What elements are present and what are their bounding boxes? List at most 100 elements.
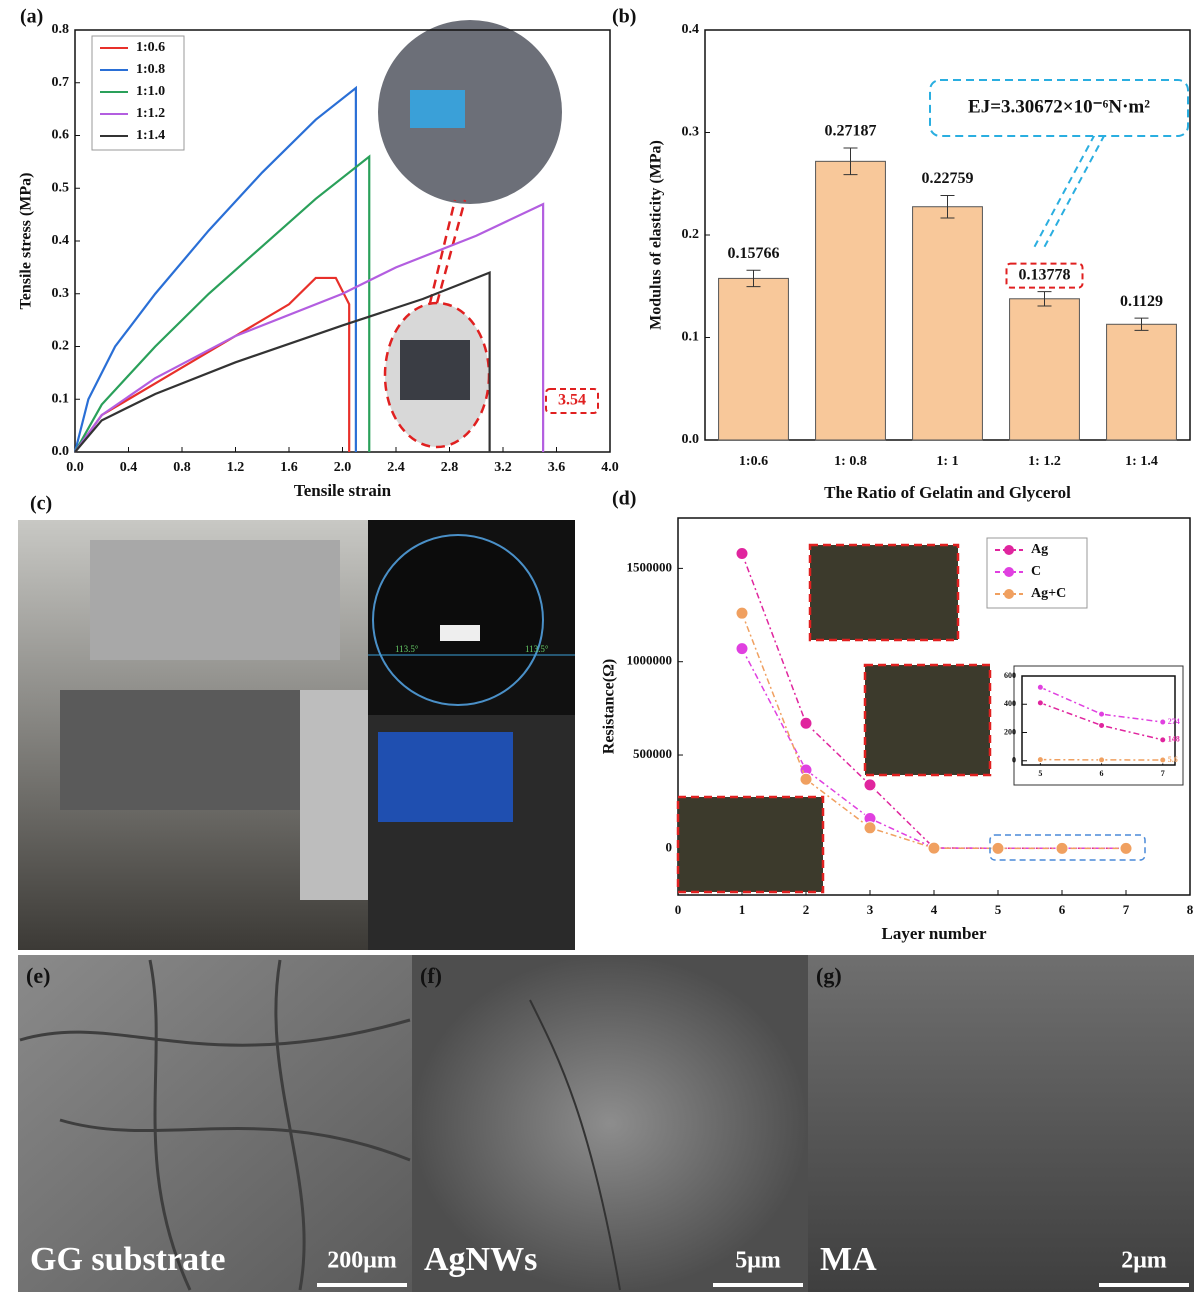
y-tick-label: 600 xyxy=(1004,671,1016,680)
x-tick-label: 3 xyxy=(867,902,874,917)
value-label: 5.6 xyxy=(1168,755,1178,764)
legend-marker xyxy=(1004,545,1014,555)
figure: 113.5° 113.5° (c) 0.00.10.20.30.40.50.60… xyxy=(0,0,1194,1292)
y-tick-label: 0.1 xyxy=(52,391,70,406)
y-tick-label: 0.6 xyxy=(52,128,70,143)
x-tick-label: 3.6 xyxy=(548,460,566,475)
value-label: 0.15766 xyxy=(728,245,780,262)
micrograph xyxy=(678,797,823,892)
bar xyxy=(1010,299,1080,440)
series-line xyxy=(75,157,369,452)
x-tick-label: 1 xyxy=(739,902,746,917)
x-tick-label: 0.4 xyxy=(120,460,138,475)
y-tick-label: 0.5 xyxy=(52,180,70,195)
scale-label: 200μm xyxy=(327,1248,397,1274)
y-tick-label: 0.3 xyxy=(52,286,70,301)
droplet-light xyxy=(440,625,480,641)
y-tick-label: 0.2 xyxy=(682,227,700,242)
series-line xyxy=(75,278,349,452)
photo-machine xyxy=(90,540,340,660)
x-tick-label: 2 xyxy=(803,902,810,917)
x-tick-label: 0.8 xyxy=(173,460,191,475)
marker xyxy=(864,822,876,834)
panel-label: (c) xyxy=(30,493,52,515)
panel-label: (d) xyxy=(612,488,636,510)
marker xyxy=(1160,737,1166,743)
x-tick-label: 5 xyxy=(995,902,1002,917)
marker xyxy=(1056,842,1068,854)
x-tick-label: 6 xyxy=(1100,769,1104,778)
y-axis-label: Resistance(Ω) xyxy=(601,659,618,754)
x-tick-label: 0 xyxy=(675,902,682,917)
photo-inset xyxy=(378,20,562,204)
y-tick-label: 0.8 xyxy=(52,22,70,37)
y-tick-label: 500000 xyxy=(633,746,672,761)
legend-label: 1:1.4 xyxy=(136,128,165,143)
marker xyxy=(1120,842,1132,854)
marker xyxy=(1037,700,1043,706)
bar xyxy=(913,207,983,440)
angle-label: 113.5° xyxy=(395,644,419,654)
value-label: 0.22759 xyxy=(922,170,974,187)
caption: MA xyxy=(820,1241,877,1278)
x-tick-label: 3.2 xyxy=(494,460,512,475)
panel-label: (g) xyxy=(816,963,842,988)
marker xyxy=(864,779,876,791)
micrograph xyxy=(865,665,990,775)
legend-label: C xyxy=(1031,564,1041,579)
marker xyxy=(1160,719,1166,725)
photo-machine xyxy=(300,690,370,900)
y-tick-label: 0.3 xyxy=(682,125,700,140)
x-tick-label: 7 xyxy=(1123,902,1130,917)
y-tick-label: 1000000 xyxy=(627,653,673,668)
x-tick-label: 1: 1 xyxy=(936,454,958,469)
y-tick-label: 0 xyxy=(1012,756,1016,765)
x-tick-label: 1.2 xyxy=(227,460,245,475)
photo-screen xyxy=(410,90,465,128)
y-tick-label: 0 xyxy=(666,839,673,854)
marker xyxy=(736,643,748,655)
legend-marker xyxy=(1004,589,1014,599)
marker xyxy=(1099,722,1105,728)
y-tick-label: 1500000 xyxy=(627,559,673,574)
marker xyxy=(992,842,1004,854)
value-label: 0.27187 xyxy=(825,123,877,140)
marker xyxy=(1099,757,1105,763)
x-axis-label: The Ratio of Gelatin and Glycerol xyxy=(824,483,1071,502)
marker xyxy=(1099,711,1105,717)
marker xyxy=(800,717,812,729)
x-tick-label: 1: 1.4 xyxy=(1125,454,1158,469)
y-tick-label: 0.1 xyxy=(682,330,700,345)
legend-label: 1:0.8 xyxy=(136,62,165,77)
callout xyxy=(1035,135,1105,247)
y-tick-label: 400 xyxy=(1004,699,1016,708)
x-tick-label: 1.6 xyxy=(280,460,298,475)
annotation: 3.54 xyxy=(558,392,586,409)
x-tick-label: 2.0 xyxy=(334,460,352,475)
annotation: EJ=3.30672×10⁻⁶N·m² xyxy=(968,96,1150,117)
x-tick-label: 0.0 xyxy=(66,460,84,475)
x-tick-label: 4 xyxy=(931,902,938,917)
panel-label: (b) xyxy=(612,6,636,28)
x-axis-label: Layer number xyxy=(882,924,987,943)
marker xyxy=(1160,757,1166,763)
marker xyxy=(736,607,748,619)
value-label: 274 xyxy=(1168,717,1180,726)
legend-label: 1:1.0 xyxy=(136,84,165,99)
y-tick-label: 0.2 xyxy=(52,339,70,354)
marker xyxy=(928,842,940,854)
x-tick-label: 5 xyxy=(1038,769,1042,778)
y-tick-label: 0.0 xyxy=(52,444,70,459)
x-tick-label: 1: 0.8 xyxy=(834,454,867,469)
x-tick-label: 1: 1.2 xyxy=(1028,454,1061,469)
y-tick-label: 0.4 xyxy=(682,22,700,37)
bar xyxy=(1107,324,1177,440)
marker xyxy=(736,547,748,559)
panel-label: (e) xyxy=(26,963,50,988)
x-tick-label: 6 xyxy=(1059,902,1066,917)
micrograph xyxy=(810,545,958,640)
value-label: 0.1129 xyxy=(1120,293,1163,310)
panel-label: (a) xyxy=(20,6,43,28)
photo-device xyxy=(400,340,470,400)
value-label: 148 xyxy=(1168,735,1180,744)
